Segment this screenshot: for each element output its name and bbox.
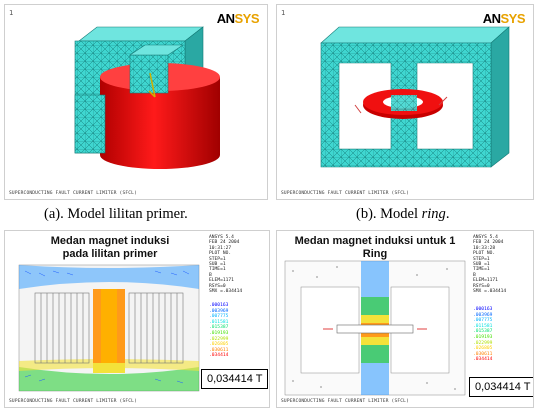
legend-entry: .000163 (473, 307, 493, 312)
plot-title: Medan magnet induksi untuk 1 Ring (294, 235, 456, 260)
plot-title: Medan magnet induksi pada lilitan primer (50, 235, 170, 260)
figure-panel-b: ANSYS 1 SUPERCONDUCTING FAULT CURRENT LI… (276, 4, 534, 200)
primary-coil-model (74, 26, 220, 169)
legend-entry: .007775 (473, 318, 493, 324)
legend-entry: .022999 (209, 336, 229, 342)
caption-a: (a). Model lilitan primer. (44, 206, 188, 222)
legend-entry: .003969 (473, 312, 493, 318)
max-field-value: 0,034414 T (469, 377, 533, 397)
plot-info: ANSYS 5.4 FEB 24 2004 10:31:27 PLOT NO. … (209, 235, 243, 295)
legend-entry: .007775 (209, 314, 229, 320)
legend-entry: .026805 (209, 342, 229, 348)
legend-entry: .019193 (473, 334, 493, 340)
figure-panel-c: Medan magnet induksi pada lilitan primer… (4, 230, 270, 408)
legend-entry: .019193 (209, 330, 229, 336)
legend-entry: .034414 (473, 357, 493, 363)
ring-model (320, 26, 510, 168)
legend-entry: .022999 (473, 340, 493, 346)
ansys-logo: ANSYS (216, 11, 260, 26)
field-legend: .000163.003969.007775.011581.015387.0191… (473, 307, 492, 363)
plot-index: 1 (9, 9, 14, 17)
legend-entry: .030611 (209, 347, 229, 353)
ansys-logo: ANSYS (482, 11, 526, 26)
plot-footer: SUPERCONDUCTING FAULT CURRENT LIMITER (S… (281, 399, 410, 404)
legend-entry: .015387 (473, 329, 493, 335)
legend-entry: .000163 (209, 303, 229, 308)
legend-entry: .003969 (209, 308, 229, 314)
max-field-value: 0,034414 T (201, 369, 269, 389)
caption-b: (b). Model ring. (356, 206, 450, 222)
flux-vector-plot-ring (284, 260, 466, 396)
legend-entry: .034414 (209, 353, 229, 359)
legend-entry: .015387 (209, 325, 229, 331)
plot-footer: SUPERCONDUCTING FAULT CURRENT LIMITER (S… (9, 399, 138, 404)
legend-entry: .011581 (209, 319, 229, 325)
plot-index: 1 (281, 9, 286, 17)
field-legend: .000163.003969.007775.011581.015387.0191… (209, 303, 228, 359)
plot-footer: SUPERCONDUCTING FAULT CURRENT LIMITER (S… (9, 191, 138, 196)
flux-vector-plot-primary (18, 264, 200, 392)
plot-footer: SUPERCONDUCTING FAULT CURRENT LIMITER (S… (281, 191, 410, 196)
legend-entry: .030611 (473, 351, 493, 357)
figure-panel-d: Medan magnet induksi untuk 1 Ring ANSYS … (276, 230, 534, 408)
legend-entry: .011581 (473, 323, 493, 329)
legend-entry: .026805 (473, 346, 493, 352)
figure-panel-a: ANSYS 1 SUPERCONDUCTING FAULT CURRENT LI… (4, 4, 268, 200)
plot-info: ANSYS 5.4 FEB 24 2004 10:33:28 PLOT NO. … (473, 235, 507, 295)
